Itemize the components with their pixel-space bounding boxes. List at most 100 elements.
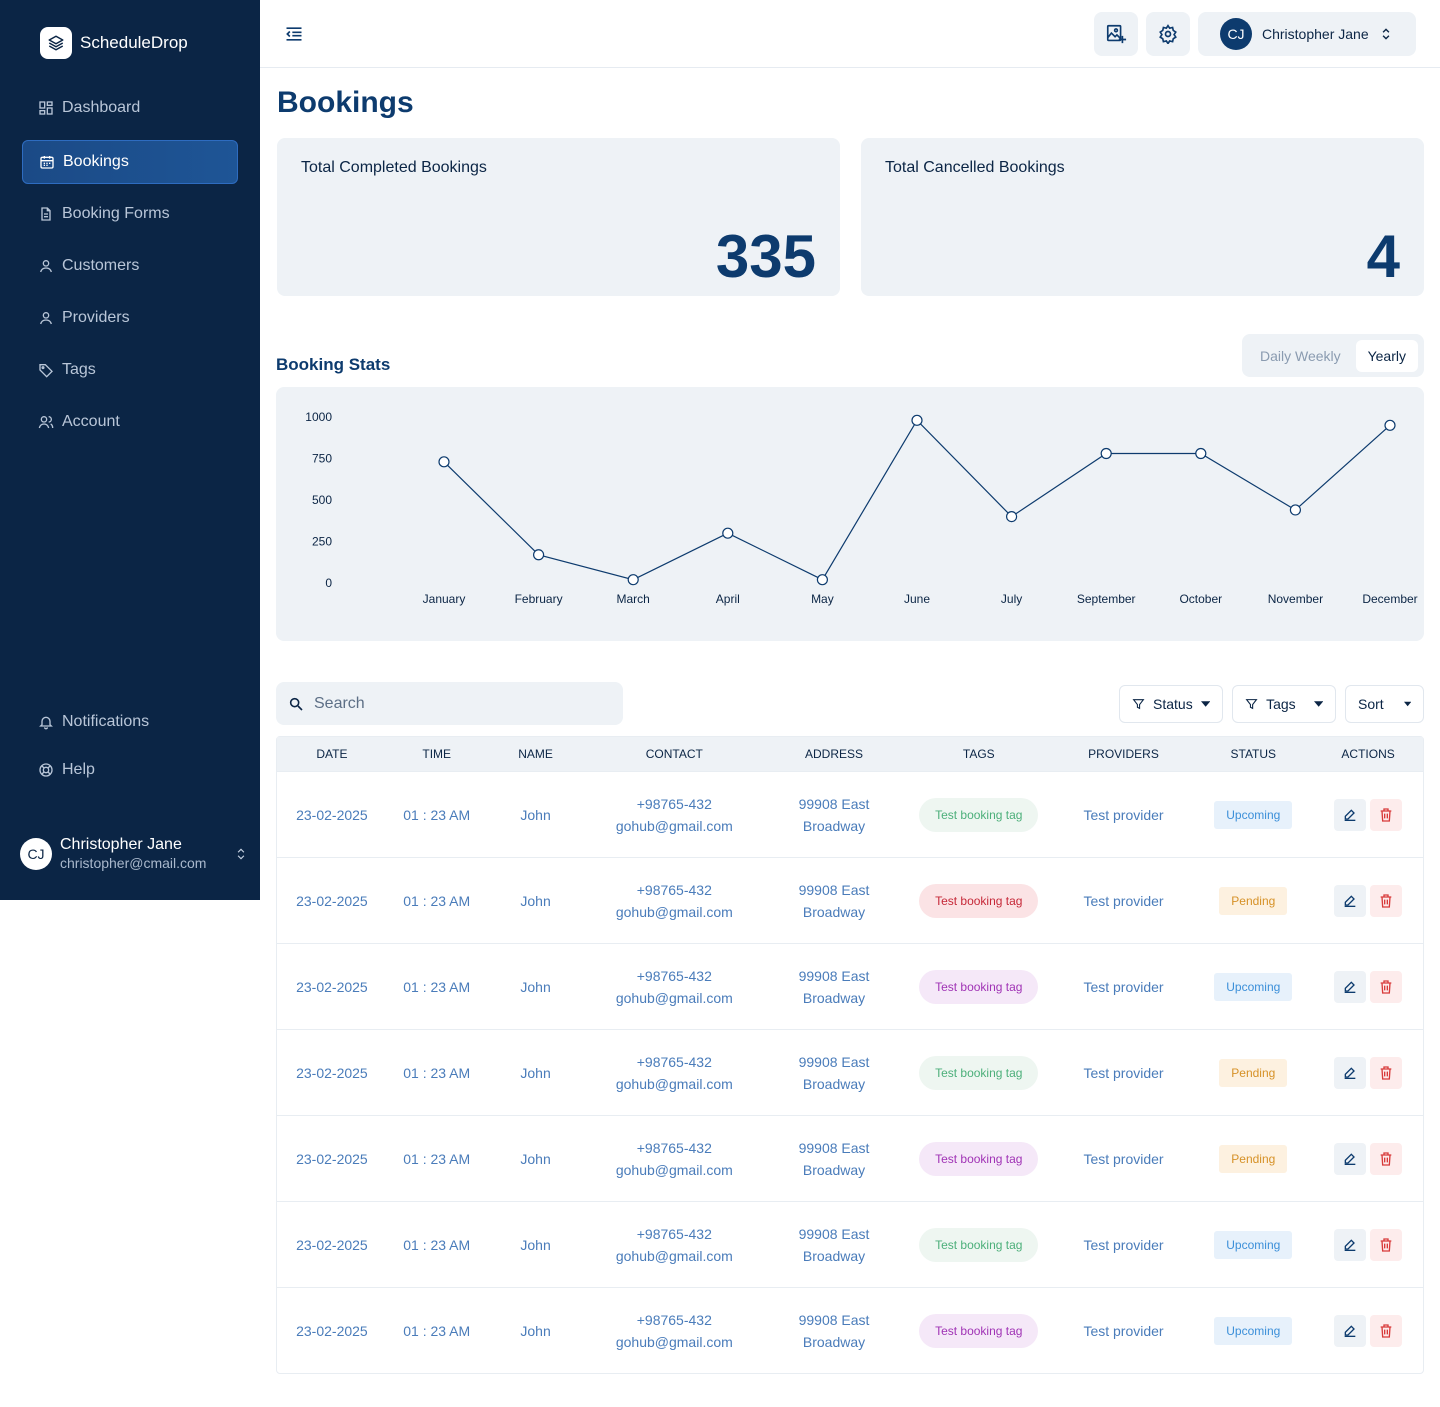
table-row[interactable]: 23-02-2025 01 : 23 AM John +98765-432 go… (277, 1287, 1423, 1373)
column-header[interactable]: TIME (422, 747, 452, 761)
delete-button[interactable] (1370, 798, 1403, 831)
edit-button[interactable] (1334, 1228, 1367, 1261)
data-point[interactable] (722, 527, 734, 539)
status-badge: Upcoming (1214, 1230, 1293, 1259)
data-point[interactable] (1195, 447, 1207, 460)
sidebar-item-label: Bookings (63, 153, 129, 170)
tags-filter[interactable]: Tags (1232, 685, 1336, 723)
edit-button[interactable] (1334, 1314, 1367, 1347)
table-row[interactable]: 23-02-2025 01 : 23 AM John +98765-432 go… (277, 1029, 1423, 1115)
column-header[interactable]: STATUS (1230, 747, 1277, 761)
edit-button[interactable] (1334, 884, 1367, 917)
delete-button[interactable] (1370, 970, 1403, 1003)
sort-dropdown[interactable]: Sort (1345, 685, 1424, 723)
pencil-icon (1344, 808, 1356, 821)
trash-icon (1380, 1065, 1392, 1080)
booking-name: John (520, 1236, 551, 1253)
contact-email[interactable]: gohub@gmail.com (615, 1161, 733, 1178)
booking-contact: +98765-432 gohub@gmail.com (584, 793, 764, 837)
sidebar-item-customers[interactable]: Customers (22, 244, 238, 288)
x-tick-label: February (515, 592, 563, 606)
data-point[interactable] (438, 456, 450, 468)
data-point[interactable] (533, 549, 545, 561)
image-add-icon (1106, 24, 1127, 44)
tags-cell: Test booking tag (904, 1055, 1054, 1090)
edit-button[interactable] (1334, 1142, 1367, 1175)
sidebar-item-bookings[interactable]: Bookings (22, 140, 238, 184)
booking-provider: Test provider (1083, 1064, 1164, 1081)
edit-button[interactable] (1334, 798, 1367, 831)
address-line-1: 99908 East (798, 795, 870, 812)
sidebar-user-menu[interactable]: CJ Christopher Jane christopher@cmail.co… (20, 836, 248, 872)
table-row[interactable]: 23-02-2025 01 : 23 AM John +98765-432 go… (277, 857, 1423, 943)
edit-button[interactable] (1334, 970, 1367, 1003)
booking-provider: Test provider (1083, 806, 1164, 823)
stat-value: 4 (1366, 223, 1400, 290)
settings-button[interactable] (1146, 12, 1190, 56)
x-tick-label: July (1001, 592, 1022, 606)
column-header[interactable]: DATE (316, 747, 348, 761)
table-row[interactable]: 23-02-2025 01 : 23 AM John +98765-432 go… (277, 943, 1423, 1029)
sidebar-item-account[interactable]: Account (22, 400, 238, 444)
contact-phone: +98765-432 (636, 1311, 712, 1328)
booking-address: 99908 East Broadway (764, 879, 904, 923)
sidebar-item-notifications[interactable]: Notifications (22, 700, 238, 744)
contact-email[interactable]: gohub@gmail.com (615, 1075, 733, 1092)
booking-address: 99908 East Broadway (764, 1223, 904, 1267)
contact-email[interactable]: gohub@gmail.com (615, 989, 733, 1006)
column-header[interactable]: TAGS (962, 747, 995, 761)
contact-email[interactable]: gohub@gmail.com (615, 1247, 733, 1264)
contact-phone: +98765-432 (636, 967, 712, 984)
delete-button[interactable] (1370, 884, 1403, 917)
range-option-yearly[interactable]: Yearly (1355, 339, 1418, 372)
data-point[interactable] (816, 574, 829, 586)
cancelled-bookings-card: Total Cancelled Bookings 4 (861, 138, 1424, 296)
delete-button[interactable] (1370, 1142, 1403, 1175)
menu-collapse-icon[interactable] (284, 24, 304, 49)
contact-email[interactable]: gohub@gmail.com (615, 903, 733, 920)
table-row[interactable]: 23-02-2025 01 : 23 AM John +98765-432 go… (277, 1115, 1423, 1201)
image-add-button[interactable] (1094, 12, 1138, 56)
range-option-daily-weekly[interactable]: Daily Weekly (1260, 347, 1341, 364)
contact-email[interactable]: gohub@gmail.com (615, 1333, 733, 1350)
bookings-table: DATE TIME NAME CONTACT ADDRESS TAGS PROV… (276, 736, 1424, 1374)
booking-address: 99908 East Broadway (764, 965, 904, 1009)
column-header[interactable]: ADDRESS (805, 747, 864, 761)
data-point[interactable] (1289, 504, 1302, 516)
search-input[interactable] (314, 694, 594, 713)
data-point[interactable] (1100, 447, 1112, 460)
trash-icon (1380, 807, 1392, 822)
booking-date: 23-02-2025 (296, 1064, 368, 1081)
sidebar-item-providers[interactable]: Providers (22, 296, 238, 340)
booking-time: 01 : 23 AM (403, 978, 471, 995)
column-header[interactable]: CONTACT (645, 747, 703, 761)
booking-address: 99908 East Broadway (764, 793, 904, 837)
sidebar-item-tags[interactable]: Tags (22, 348, 238, 392)
data-point[interactable] (911, 414, 923, 426)
sidebar-item-help[interactable]: Help (22, 748, 238, 792)
delete-button[interactable] (1370, 1056, 1403, 1089)
delete-button[interactable] (1370, 1228, 1403, 1261)
column-header[interactable]: NAME (518, 747, 553, 761)
column-header[interactable]: PROVIDERS (1088, 747, 1159, 761)
data-point[interactable] (1005, 511, 1018, 523)
booking-time: 01 : 23 AM (403, 1064, 471, 1081)
contact-email[interactable]: gohub@gmail.com (615, 817, 733, 834)
user-menu-button[interactable]: CJ Christopher Jane (1198, 12, 1416, 56)
delete-button[interactable] (1370, 1314, 1403, 1347)
sidebar-item-dashboard[interactable]: Dashboard (22, 86, 238, 130)
booking-time: 01 : 23 AM (403, 1150, 471, 1167)
sidebar-item-booking-forms[interactable]: Booking Forms (22, 192, 238, 236)
booking-name: John (520, 1150, 551, 1167)
edit-button[interactable] (1334, 1056, 1367, 1089)
booking-tag: Test booking tag (919, 1313, 1039, 1348)
brand[interactable]: ScheduleDrop (40, 27, 188, 59)
data-point[interactable] (1384, 419, 1396, 431)
booking-tag: Test booking tag (919, 1141, 1039, 1176)
data-point[interactable] (627, 574, 639, 586)
table-row[interactable]: 23-02-2025 01 : 23 AM John +98765-432 go… (277, 771, 1423, 857)
status-filter[interactable]: Status (1119, 685, 1223, 723)
actions-cell (1313, 1142, 1423, 1175)
status-badge: Upcoming (1214, 1316, 1293, 1345)
table-row[interactable]: 23-02-2025 01 : 23 AM John +98765-432 go… (277, 1201, 1423, 1287)
